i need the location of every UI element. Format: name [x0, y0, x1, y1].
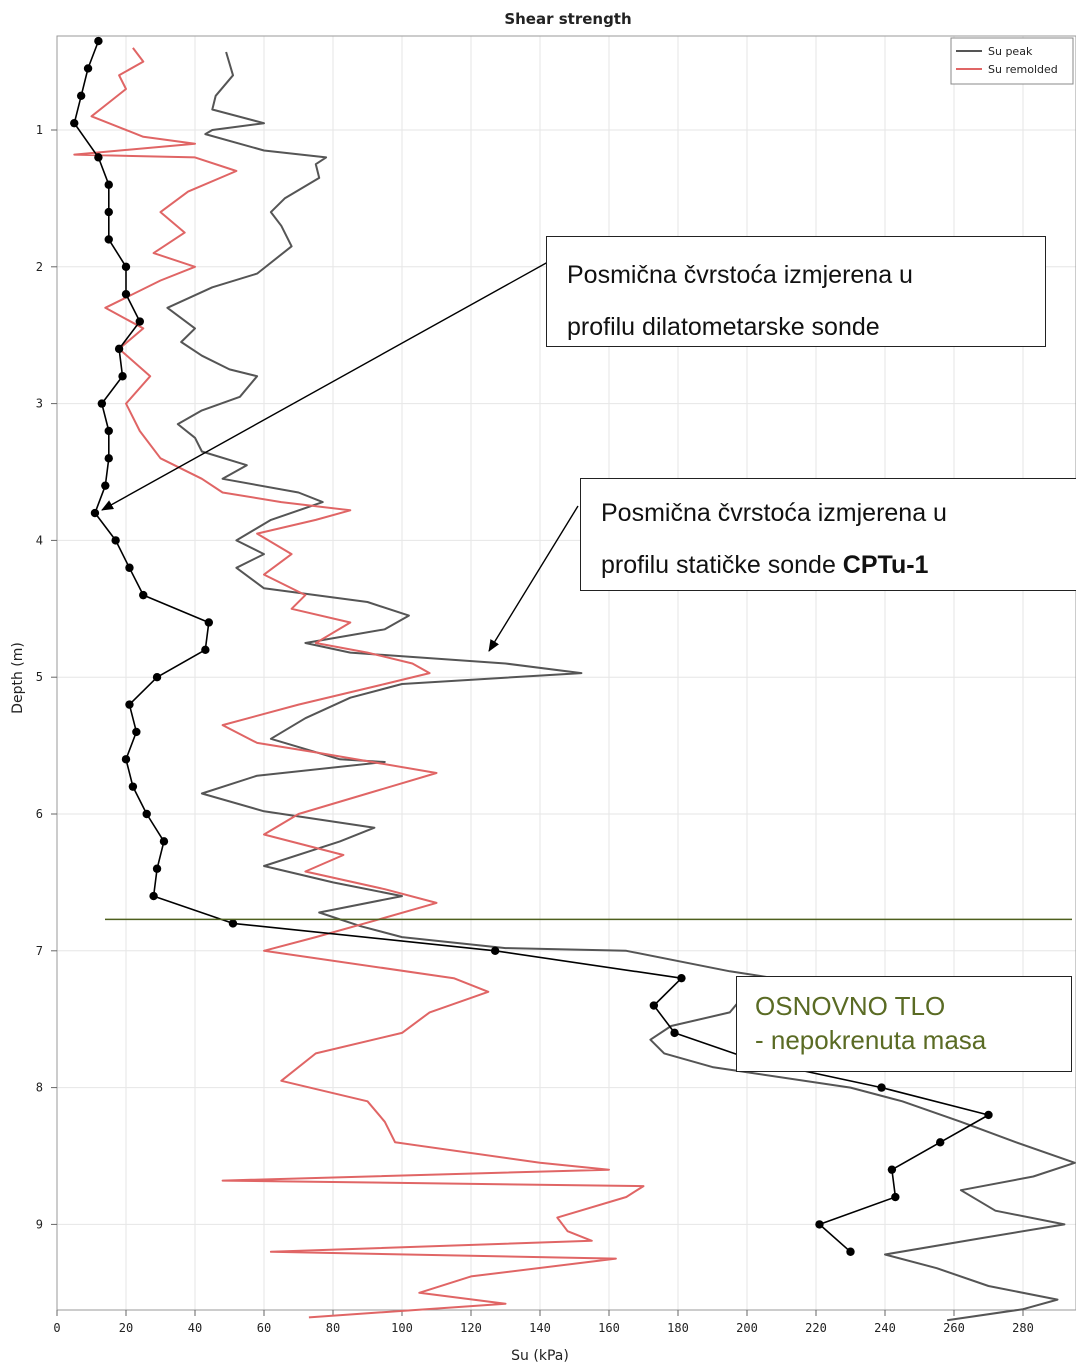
legend-box [950, 37, 1074, 85]
dmt-point [142, 809, 151, 819]
dmt-point [152, 673, 162, 682]
dmt-point [104, 235, 113, 244]
dmt-point [159, 837, 169, 846]
dmt-point [121, 262, 131, 271]
dmt-point [118, 372, 127, 381]
dmt-point [887, 1165, 897, 1174]
cptu-annotation-line1: Posmična čvrstoća izmjerena u [601, 499, 947, 527]
x-tick-label: 60 [257, 1321, 271, 1335]
x-tick-label: 260 [943, 1321, 965, 1335]
dmt-point [984, 1110, 993, 1120]
dmt-point [94, 153, 103, 162]
base-soil-annotation-box: OSNOVNO TLO - nepokrenuta masa [736, 976, 1072, 1072]
x-tick-label: 200 [736, 1321, 758, 1335]
x-tick-label: 240 [874, 1321, 896, 1335]
legend-label-peak: Su peak [988, 45, 1033, 58]
chart-title: Shear strength [504, 10, 631, 28]
dmt-point [152, 864, 162, 873]
dmt-annotation-line2: profilu dilatometarske sonde [567, 313, 880, 341]
y-tick-label: 4 [36, 533, 43, 547]
legend: Su peak Su remolded [950, 37, 1074, 85]
dmt-point [125, 563, 134, 572]
y-tick-label: 7 [36, 944, 43, 958]
dmt-point [149, 891, 158, 901]
dmt-point [135, 317, 144, 326]
x-tick-label: 20 [119, 1321, 133, 1335]
dmt-point [128, 782, 138, 791]
dmt-point [132, 727, 141, 737]
y-tick-label: 8 [36, 1081, 43, 1095]
x-tick-label: 180 [667, 1321, 689, 1335]
dmt-point [97, 399, 107, 408]
dmt-callout-arrow [101, 261, 549, 511]
x-tick-label: 140 [529, 1321, 551, 1335]
dmt-annotation-box: Posmična čvrstoća izmjerena u profilu di… [546, 236, 1046, 347]
legend-label-remolded: Su remolded [988, 63, 1058, 76]
y-axis-label: Depth (m) [10, 642, 26, 714]
x-tick-label: 40 [188, 1321, 202, 1335]
dmt-annotation-line1: Posmična čvrstoća izmjerena u [567, 261, 913, 289]
dmt-point [125, 700, 134, 709]
callout-arrows [101, 261, 579, 652]
dmt-point [111, 536, 120, 545]
dmt-point [114, 344, 124, 354]
y-tick-label: 6 [36, 807, 43, 821]
cptu-annotation-bold: CPTu-1 [842, 551, 929, 579]
dmt-point [121, 289, 131, 299]
y-tick-label: 5 [36, 670, 43, 684]
x-tick-label: 120 [460, 1321, 482, 1335]
dmt-point [228, 919, 238, 928]
dmt-point [877, 1083, 886, 1092]
dmt-point [94, 36, 103, 46]
x-tick-label: 160 [598, 1321, 620, 1335]
dmt-point [649, 1001, 659, 1010]
base-soil-line2: - nepokrenuta masa [755, 1025, 987, 1055]
dmt-point [101, 481, 110, 490]
dmt-point [815, 1220, 824, 1229]
dmt-point [70, 118, 79, 128]
cptu-annotation-box: Posmična čvrstoća izmjerena u profilu st… [580, 478, 1076, 591]
x-tick-label: 0 [53, 1321, 60, 1335]
axis-ticks: 0 20 40 60 80 100 120 140 160 180 200 220 240 260 280 1… [36, 123, 1034, 1335]
grid [56, 36, 1076, 1310]
su-remolded-line [73, 47, 645, 1319]
dmt-point [121, 755, 131, 764]
dmt-point [201, 645, 210, 655]
cptu-callout-arrow [488, 505, 579, 652]
x-axis-label: Su (kPa) [511, 1348, 569, 1364]
base-soil-line1: OSNOVNO TLO [755, 991, 946, 1021]
dmt-point [83, 64, 93, 73]
dmt-point [104, 207, 113, 217]
dmt-point [104, 426, 113, 436]
y-tick-label: 3 [36, 397, 43, 411]
dmt-point [936, 1138, 945, 1147]
x-tick-label: 280 [1012, 1321, 1034, 1335]
cptu-annotation-line2: profilu statičke sonde CPTu-1 [601, 539, 1057, 591]
dmt-point [846, 1247, 855, 1256]
plot-frame [56, 35, 1076, 1311]
dmt-point [677, 973, 686, 983]
dmt-point [76, 91, 86, 101]
y-tick-label: 2 [36, 260, 43, 274]
dmt-point [204, 618, 213, 627]
dmt-point [90, 508, 100, 518]
x-tick-label: 100 [391, 1321, 413, 1335]
dmt-point [139, 590, 148, 600]
x-tick-label: 220 [805, 1321, 827, 1335]
dmt-point [104, 180, 113, 189]
dmt-point [891, 1192, 900, 1202]
dmt-point [490, 946, 500, 955]
dmt-point [104, 454, 113, 463]
x-tick-label: 80 [326, 1321, 340, 1335]
y-tick-label: 1 [36, 123, 43, 137]
cptu-annotation-prefix: profilu statičke sonde [601, 551, 843, 579]
dmt-point [670, 1028, 679, 1038]
su-peak-line [166, 51, 1076, 1322]
y-tick-label: 9 [36, 1217, 43, 1231]
series-group [70, 36, 1076, 1322]
